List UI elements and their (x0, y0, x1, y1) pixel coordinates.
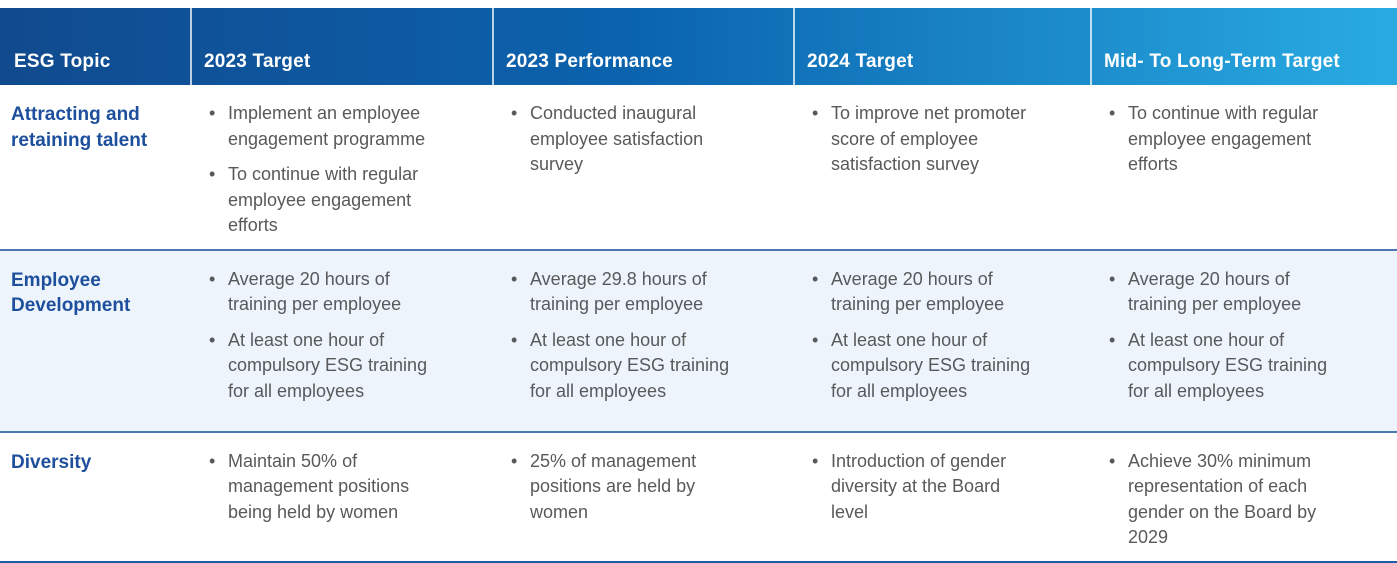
row-topic-label: Attracting and retaining talent (11, 104, 148, 151)
header-column-divider (793, 8, 795, 85)
cell-performance-2023: Average 29.8 hours of training per emplo… (492, 251, 793, 431)
row-topic-label: Diversity (11, 451, 92, 473)
table-row: Employee Development Average 20 hours of … (0, 248, 1397, 431)
bullet-list: Conducted inaugural employee satisfactio… (509, 101, 733, 178)
cell-target-2024: Average 20 hours of training per employe… (793, 251, 1090, 431)
header-esg-topic: ESG Topic (14, 51, 111, 72)
bullet-item: Average 20 hours of training per employe… (1107, 267, 1331, 318)
header-column-divider (190, 8, 192, 85)
table-body: Attracting and retaining talent Implement… (0, 85, 1397, 563)
bullet-item: To continue with regular employee engage… (207, 162, 431, 239)
bullet-item: To continue with regular employee engage… (1107, 101, 1331, 178)
table-header-row: ESG Topic 2023 Target 2023 Performance 2… (0, 8, 1397, 85)
cell-performance-2023: 25% of management positions are held by … (492, 433, 793, 561)
table-row: Attracting and retaining talent Implement… (0, 85, 1397, 249)
cell-target-2023: Average 20 hours of training per employe… (190, 251, 492, 431)
header-column-divider (1090, 8, 1092, 85)
bullet-list: Introduction of gender diversity at the … (810, 449, 1034, 526)
header-2023-performance: 2023 Performance (506, 51, 673, 72)
bullet-item: Implement an employee engagement program… (207, 101, 431, 152)
bullet-list: To continue with regular employee engage… (1107, 101, 1331, 178)
bullet-item: Conducted inaugural employee satisfactio… (509, 101, 733, 178)
bullet-list: Maintain 50% of management positions bei… (207, 449, 431, 526)
header-2024-target: 2024 Target (807, 51, 914, 72)
row-topic-cell: Diversity (0, 433, 190, 561)
header-mid-long-term-target: Mid- To Long-Term Target (1104, 51, 1340, 72)
cell-performance-2023: Conducted inaugural employee satisfactio… (492, 85, 793, 249)
cell-target-2024: To improve net promoter score of employe… (793, 85, 1090, 249)
cell-target-2023: Implement an employee engagement program… (190, 85, 492, 249)
bullet-list: Average 29.8 hours of training per emplo… (509, 267, 733, 405)
bullet-item: Average 20 hours of training per employe… (207, 267, 431, 318)
row-topic-cell: Attracting and retaining talent (0, 85, 190, 249)
cell-mid-long-term: To continue with regular employee engage… (1090, 85, 1397, 249)
bullet-item: 25% of management positions are held by … (509, 449, 733, 526)
bullet-list: 25% of management positions are held by … (509, 449, 733, 526)
bullet-item: Introduction of gender diversity at the … (810, 449, 1034, 526)
bullet-item: At least one hour of compulsory ESG trai… (509, 328, 733, 405)
header-2023-target: 2023 Target (204, 51, 311, 72)
bullet-list: Average 20 hours of training per employe… (1107, 267, 1331, 405)
table-row: Diversity Maintain 50% of management posi… (0, 430, 1397, 561)
bullet-item: Maintain 50% of management positions bei… (207, 449, 431, 526)
bullet-item: At least one hour of compulsory ESG trai… (1107, 328, 1331, 405)
cell-mid-long-term: Achieve 30% minimum representation of ea… (1090, 433, 1397, 561)
bullet-list: To improve net promoter score of employe… (810, 101, 1034, 178)
bullet-item: Average 29.8 hours of training per emplo… (509, 267, 733, 318)
bullet-item: At least one hour of compulsory ESG trai… (207, 328, 431, 405)
header-column-divider (492, 8, 494, 85)
bullet-list: Average 20 hours of training per employe… (810, 267, 1034, 405)
bullet-list: Average 20 hours of training per employe… (207, 267, 431, 405)
bullet-item: Achieve 30% minimum representation of ea… (1107, 449, 1331, 551)
cell-mid-long-term: Average 20 hours of training per employe… (1090, 251, 1397, 431)
bullet-item: To improve net promoter score of employe… (810, 101, 1034, 178)
bullet-item: At least one hour of compulsory ESG trai… (810, 328, 1034, 405)
esg-targets-table: ESG Topic 2023 Target 2023 Performance 2… (0, 8, 1397, 563)
row-topic-label: Employee Development (11, 269, 131, 317)
bullet-list: Achieve 30% minimum representation of ea… (1107, 449, 1331, 551)
cell-target-2024: Introduction of gender diversity at the … (793, 433, 1090, 561)
bullet-item: Average 20 hours of training per employe… (810, 267, 1034, 318)
row-topic-cell: Employee Development (0, 251, 190, 431)
cell-target-2023: Maintain 50% of management positions bei… (190, 433, 492, 561)
bullet-list: Implement an employee engagement program… (207, 101, 431, 239)
